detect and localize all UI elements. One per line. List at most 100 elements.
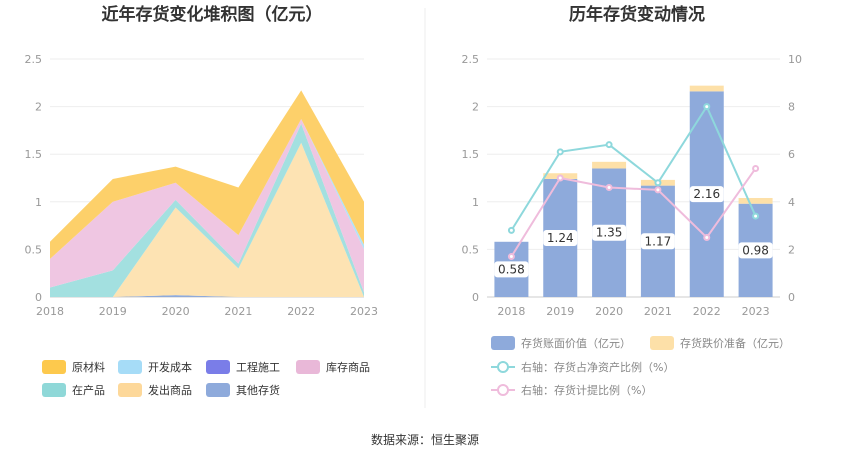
legend-item: 右轴：存货计提比例（%） — [491, 383, 652, 397]
legend-label: 工程施工 — [236, 361, 280, 374]
left-y-tick-label: 0.5 — [25, 243, 43, 256]
bar-label-bg — [494, 261, 529, 278]
area-库存商品 — [50, 118, 364, 293]
left-y-tick-label: 1 — [35, 196, 42, 209]
right-x-tick-label: 2019 — [546, 305, 574, 318]
right-y-tick-label: 0.5 — [462, 243, 480, 256]
legend-swatch — [650, 336, 674, 350]
right-y2-tick-label: 4 — [788, 196, 795, 209]
right-legend: 存货账面价值（亿元） 存货跌价准备（亿元） 右轴：存货占净资产比例（%） 右轴：存货计… — [491, 336, 790, 397]
legend-item: 开发成本 — [118, 360, 192, 374]
left-x-tick-label: 2020 — [162, 305, 190, 318]
right-y2-tick-label: 6 — [788, 148, 795, 161]
legend-swatch — [206, 360, 230, 374]
legend-label: 存货账面价值（亿元） — [521, 336, 631, 350]
left-x-tick-label: 2022 — [287, 305, 315, 318]
stacked-area-chart: 近年存货变化堆积图（亿元） 00.511.522.5 2018 2019 2020 2… — [25, 4, 378, 397]
right-y-axis-right: 0 2 4 6 8 10 — [788, 53, 802, 304]
right-y2-tick-label: 10 — [788, 53, 802, 66]
left-y-axis: 0 0.5 1 1.5 2 2.5 — [25, 53, 43, 304]
left-y-tick-label: 1.5 — [25, 148, 43, 161]
line-point — [654, 179, 662, 187]
area-原材料 — [50, 90, 364, 259]
right-y2-tick-label: 8 — [788, 101, 795, 114]
legend-label: 库存商品 — [326, 360, 370, 374]
line-point — [605, 184, 613, 192]
bar-data-label: 0.58 — [498, 262, 525, 276]
right-x-tick-label: 2020 — [595, 305, 623, 318]
line-point — [752, 212, 760, 220]
line-point — [507, 253, 515, 261]
right-y2-tick-label: 2 — [788, 243, 795, 256]
left-y-tick-label: 2 — [35, 101, 42, 114]
right-y-tick-label: 0 — [472, 291, 479, 304]
legend-item: 工程施工 — [206, 360, 280, 374]
line-point — [703, 234, 711, 241]
bar-label-bg — [738, 242, 773, 259]
bar-impairment-reserve — [738, 197, 773, 204]
left-x-tick-label: 2018 — [36, 305, 64, 318]
right-grid — [487, 58, 780, 298]
right-bar-series: 0.58 1.24 1.35 1.17 2.16 0.98 — [494, 85, 773, 297]
right-y-tick-label: 1.5 — [462, 148, 480, 161]
bar-data-label: 1.24 — [547, 231, 574, 245]
right-chart-title: 历年存货变动情况 — [569, 4, 705, 25]
right-x-tick-label: 2021 — [644, 305, 672, 318]
bar-data-label: 1.17 — [645, 234, 672, 248]
left-y-tick-label: 2.5 — [25, 53, 43, 66]
right-y-axis-left: 0 0.5 1 1.5 2 2.5 — [462, 53, 480, 304]
legend-label: 存货跌价准备（亿元） — [680, 336, 790, 350]
legend-item: 在产品 — [42, 383, 105, 397]
right-y-tick-label: 2.5 — [462, 53, 480, 66]
right-line-series — [507, 103, 760, 261]
legend-swatch — [491, 336, 515, 350]
legend-item: 存货账面价值（亿元） — [491, 336, 631, 350]
left-x-tick-label: 2023 — [350, 305, 378, 318]
legend-label: 右轴：存货计提比例（%） — [521, 383, 652, 397]
right-x-tick-label: 2018 — [497, 305, 525, 318]
right-x-axis: 2018 2019 2020 2021 2022 2023 — [497, 305, 769, 318]
legend-swatch — [118, 360, 142, 374]
bar-impairment-reserve — [592, 161, 627, 169]
bar-label-bg — [592, 224, 627, 241]
legend-item: 库存商品 — [296, 360, 370, 374]
legend-label: 右轴：存货占净资产比例（%） — [521, 360, 674, 374]
bar-data-label: 2.16 — [693, 187, 720, 201]
line-point — [556, 148, 564, 156]
legend-swatch — [42, 360, 66, 374]
legend-item: 原材料 — [42, 360, 105, 374]
line-point — [654, 186, 662, 194]
legend-label: 在产品 — [72, 383, 105, 397]
left-x-tick-label: 2021 — [224, 305, 252, 318]
line-point — [556, 174, 564, 182]
right-x-tick-label: 2023 — [742, 305, 770, 318]
legend-swatch — [206, 383, 230, 397]
data-source: 数据来源：恒生聚源 — [371, 432, 479, 447]
legend-item: 右轴：存货占净资产比例（%） — [491, 360, 674, 374]
line-右轴：存货占净资产比例（%） — [510, 104, 757, 231]
line-point — [703, 103, 711, 111]
bar-line-chart: 历年存货变动情况 0 0.5 1 1.5 2 2.5 0 2 4 6 8 10 0.58 1.24 1.… — [462, 4, 803, 397]
legend-label: 开发成本 — [148, 360, 192, 374]
left-x-axis: 2018 2019 2020 2021 2022 2023 — [36, 305, 378, 318]
legend-swatch — [296, 360, 320, 374]
left-y-tick-label: 0 — [35, 291, 42, 304]
legend-item: 其他存货 — [206, 383, 280, 397]
bar-impairment-reserve — [689, 85, 724, 92]
line-point — [752, 164, 760, 172]
legend-item: 存货跌价准备（亿元） — [650, 336, 790, 350]
bar-label-bg — [640, 233, 675, 250]
bar-label-bg — [689, 186, 724, 203]
line-point — [605, 141, 613, 149]
left-area-series — [50, 90, 364, 298]
legend-swatch — [42, 383, 66, 397]
area-在产品 — [50, 123, 364, 298]
legend-swatch — [118, 383, 142, 397]
bar-data-label: 0.98 — [742, 243, 769, 257]
left-x-tick-label: 2019 — [99, 305, 127, 318]
line-右轴：存货计提比例（%） — [510, 167, 757, 258]
bar-data-label: 1.35 — [596, 226, 623, 240]
legend-marker — [497, 361, 509, 373]
legend-marker — [497, 384, 509, 396]
